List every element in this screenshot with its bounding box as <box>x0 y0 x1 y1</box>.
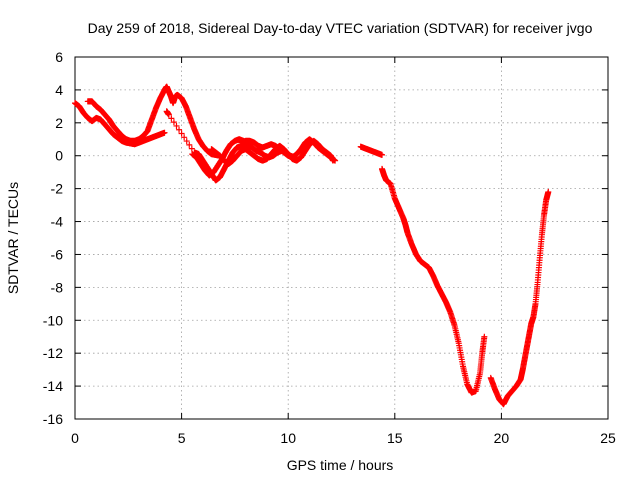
y-tick-label: 0 <box>55 148 63 164</box>
y-tick-label: -6 <box>51 246 64 262</box>
series-segment-1 <box>72 100 168 148</box>
data-point <box>481 333 488 340</box>
x-tick-label: 20 <box>494 430 510 446</box>
data-point <box>181 134 188 141</box>
series-segment-9 <box>487 188 552 408</box>
data-point <box>332 157 339 164</box>
x-tick-label: 10 <box>280 430 296 446</box>
data-point <box>170 119 177 126</box>
series-segment-7 <box>357 143 386 158</box>
x-tick-labels: 0 5 10 15 20 25 <box>71 430 616 446</box>
series-segment-5 <box>208 137 336 167</box>
x-axis-label: GPS time / hours <box>287 457 394 473</box>
x-tick-label: 5 <box>178 430 186 446</box>
chart-title: Day 259 of 2018, Sidereal Day-to-day VTE… <box>88 20 593 36</box>
data-point <box>186 141 193 148</box>
grid <box>75 57 608 419</box>
data-point <box>379 151 386 158</box>
y-tick-labels: 6 4 2 0 -2 -4 -6 -8 -10 -12 -14 -16 <box>43 49 63 427</box>
data-marks <box>72 83 552 408</box>
x-tick-label: 0 <box>71 430 79 446</box>
y-axis-label: SDTVAR / TECUs <box>5 182 21 294</box>
axes <box>74 56 609 420</box>
y-tick-label: -12 <box>43 345 63 361</box>
data-point <box>183 138 190 145</box>
y-tick-label: -10 <box>43 312 63 328</box>
y-tick-label: -8 <box>51 279 64 295</box>
x-tick-label: 15 <box>387 430 403 446</box>
y-tick-label: -14 <box>43 378 63 394</box>
data-point <box>161 129 168 136</box>
plot-border <box>74 56 609 420</box>
data-point <box>165 111 172 118</box>
y-tick-label: 4 <box>55 82 63 98</box>
series-segment-6 <box>238 136 339 164</box>
data-point <box>176 126 183 133</box>
x-tick-label: 25 <box>600 430 616 446</box>
y-tick-label: 6 <box>55 49 63 65</box>
data-point <box>545 188 552 195</box>
y-tick-label: -4 <box>51 214 64 230</box>
data-point <box>178 130 185 137</box>
data-point <box>173 122 180 129</box>
series-segment-8 <box>379 165 488 396</box>
y-tick-label: -16 <box>43 411 63 427</box>
data-point <box>188 145 195 152</box>
series-segment-2 <box>84 83 223 159</box>
y-tick-label: -2 <box>51 181 64 197</box>
y-tick-label: 2 <box>55 115 63 131</box>
data-point <box>168 115 175 122</box>
